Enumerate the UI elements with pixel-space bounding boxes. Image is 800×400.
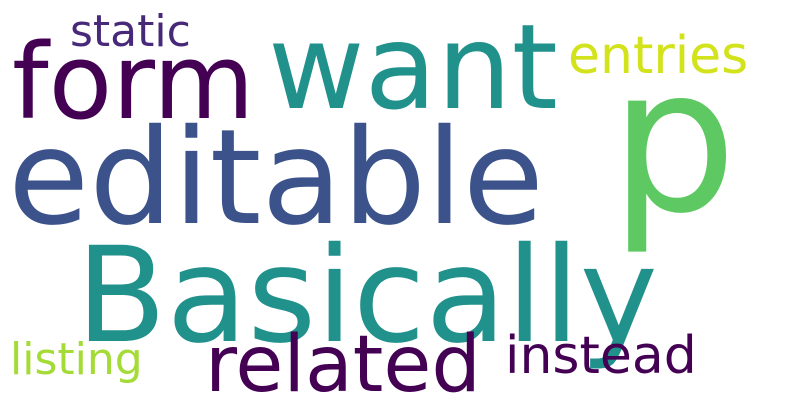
word-instead: instead <box>505 326 697 386</box>
word-basically: Basically <box>76 219 658 373</box>
word-form: form <box>12 21 255 143</box>
word-entries: entries <box>568 26 749 86</box>
word-p: p <box>610 25 737 258</box>
word-want: want <box>268 0 558 136</box>
word-editable: editable <box>8 101 544 255</box>
word-related: related <box>205 320 481 400</box>
word-listing: listing <box>10 334 143 385</box>
word-static: static <box>70 6 191 57</box>
